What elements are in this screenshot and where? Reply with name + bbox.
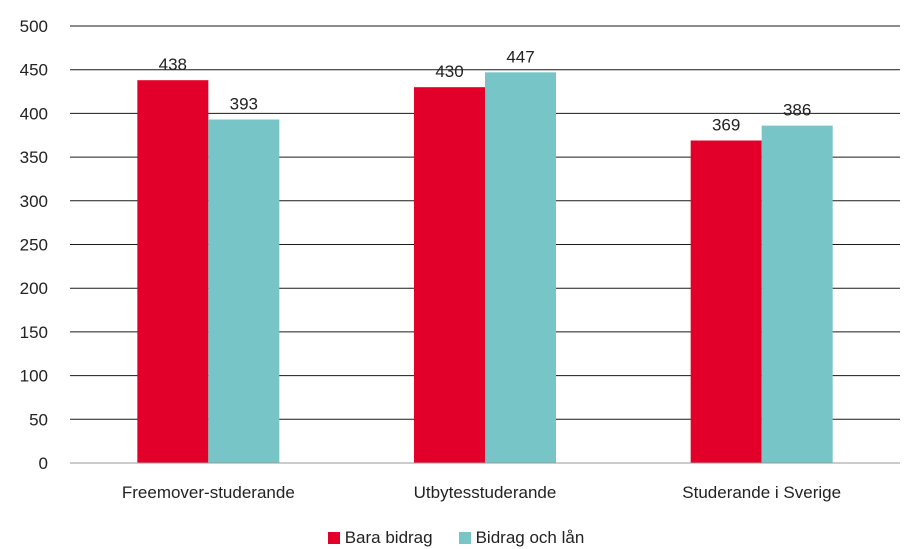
y-tick-label: 300: [20, 192, 48, 211]
legend-item-series-0: Bara bidrag: [327, 528, 433, 548]
legend-label-series-0: Bara bidrag: [344, 528, 433, 547]
data-labels: 438 393 430 447 369 386: [159, 47, 812, 134]
legend-swatch-series-0: [327, 532, 340, 544]
bar: [690, 140, 762, 463]
data-label: 447: [506, 47, 534, 66]
data-label: 438: [159, 55, 187, 74]
y-tick-label: 50: [29, 410, 48, 429]
y-tick-label: 250: [20, 236, 48, 255]
data-label: 393: [230, 95, 258, 114]
data-label: 386: [783, 101, 811, 120]
y-tick-label: 150: [20, 323, 48, 342]
y-tick-label: 200: [20, 279, 48, 298]
data-label: 430: [435, 62, 463, 81]
x-axis-category-labels: Freemover-studerande Utbytesstuderande Stu…: [122, 483, 841, 502]
y-tick-label: 400: [20, 104, 48, 123]
legend-item-series-1: Bidrag och lån: [458, 528, 585, 548]
bar: [485, 72, 556, 464]
bars: [137, 72, 833, 464]
y-tick-label: 450: [20, 61, 48, 80]
x-tick-label: Freemover-studerande: [122, 483, 295, 502]
legend-swatch-series-1: [458, 532, 471, 544]
legend: Bara bidrag Bidrag och lån: [0, 528, 912, 548]
y-tick-label: 0: [39, 454, 48, 473]
x-tick-label: Studerande i Sverige: [682, 483, 841, 502]
y-tick-label: 350: [20, 148, 48, 167]
bar: [208, 119, 280, 463]
legend-label-series-1: Bidrag och lån: [475, 528, 585, 547]
data-label: 369: [712, 115, 740, 134]
y-tick-label: 100: [20, 367, 48, 386]
bar: [414, 87, 485, 464]
bar: [137, 80, 209, 464]
y-tick-label: 500: [20, 17, 48, 36]
bar: [761, 125, 833, 464]
y-axis-tick-labels: 0 50 100 150 200 250 300 350 400 450 500: [20, 17, 48, 473]
x-tick-label: Utbytesstuderande: [414, 483, 557, 502]
